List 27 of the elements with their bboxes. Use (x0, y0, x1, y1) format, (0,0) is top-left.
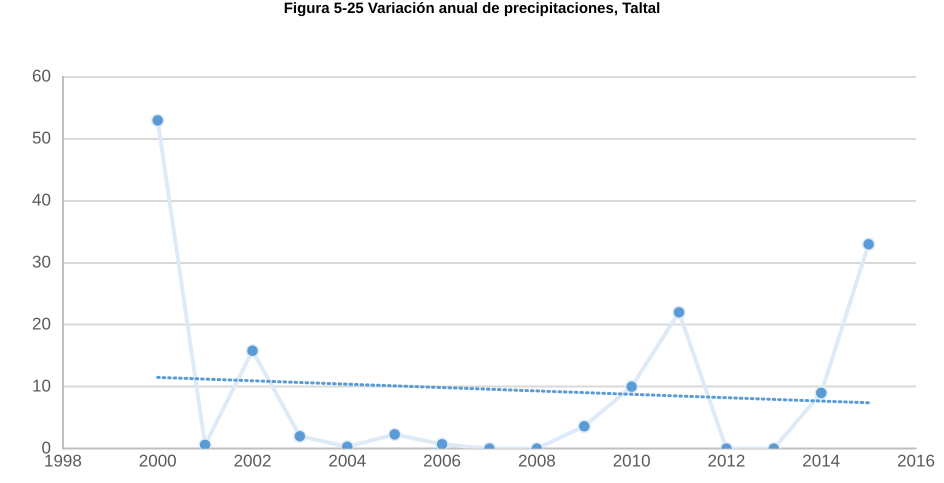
y-tick-label: 40 (32, 190, 51, 210)
x-tick-label: 2000 (138, 451, 177, 470)
x-tick-label: 2008 (518, 451, 556, 470)
point (814, 386, 828, 400)
x-tick-label: 2014 (802, 451, 840, 470)
point (388, 428, 402, 442)
x-tick-label: 2012 (708, 451, 746, 470)
point (293, 429, 307, 443)
point (862, 237, 876, 251)
x-tick-label: 2006 (423, 451, 461, 470)
point (624, 380, 638, 394)
y-tick-label: 60 (32, 66, 51, 86)
chart-title: Figura 5-25 Variación anual de precipitaciones, Taltal (282, 0, 662, 17)
point (246, 344, 260, 358)
x-tick-label: 2002 (234, 451, 272, 470)
point (672, 306, 686, 320)
point (198, 438, 212, 449)
y-tick-label: 50 (32, 128, 51, 148)
point (435, 438, 449, 449)
x-tick-label: 2016 (897, 451, 935, 470)
y-tick-label: 20 (32, 314, 51, 334)
point (150, 114, 164, 128)
y-tick-label: 30 (32, 252, 51, 272)
x-tick-label: 2010 (612, 451, 651, 470)
point (577, 420, 591, 434)
y-tick-label: 10 (32, 376, 51, 396)
x-tick-label: 2004 (328, 451, 366, 470)
